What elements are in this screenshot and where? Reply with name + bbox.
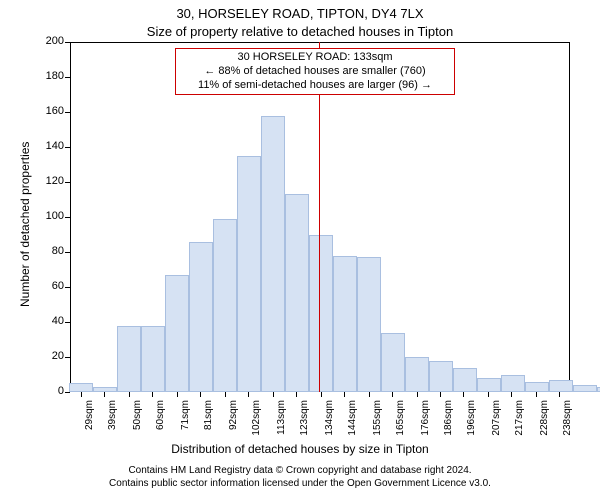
y-tick-mark [65, 287, 70, 288]
histogram-bar [141, 326, 165, 393]
x-tick-mark [104, 392, 105, 397]
x-tick-label: 217sqm [514, 400, 525, 445]
histogram-bar [189, 242, 213, 393]
histogram-bar [501, 375, 525, 393]
x-tick-mark [296, 392, 297, 397]
x-tick-mark [511, 392, 512, 397]
x-tick-label: 207sqm [491, 400, 502, 445]
histogram-bar [429, 361, 453, 393]
x-tick-mark [417, 392, 418, 397]
x-tick-mark [536, 392, 537, 397]
y-axis-label: Number of detached properties [18, 142, 32, 307]
x-tick-label: 144sqm [347, 400, 358, 445]
histogram-bar [237, 156, 261, 392]
x-tick-mark [248, 392, 249, 397]
annotation-line1: 30 HORSELEY ROAD: 133sqm [180, 51, 450, 65]
annotation-line3: 11% of semi-detached houses are larger (… [180, 79, 450, 93]
histogram-bar [93, 387, 117, 392]
histogram-bar [381, 333, 405, 393]
x-tick-mark [369, 392, 370, 397]
histogram-bar [549, 380, 573, 392]
x-tick-mark [273, 392, 274, 397]
histogram-bar [309, 235, 333, 393]
y-tick-label: 120 [34, 175, 64, 187]
histogram-bar [213, 219, 237, 392]
footer-attribution: Contains HM Land Registry data © Crown c… [0, 464, 600, 490]
histogram-bar [261, 116, 285, 393]
annotation-line2: ← 88% of detached houses are smaller (76… [180, 65, 450, 79]
x-tick-label: 186sqm [443, 400, 454, 445]
histogram-bar [69, 383, 93, 392]
y-tick-mark [65, 112, 70, 113]
histogram-bar [405, 357, 429, 392]
y-tick-label: 160 [34, 105, 64, 117]
y-tick-label: 200 [34, 35, 64, 47]
y-tick-mark [65, 392, 70, 393]
y-tick-label: 20 [34, 350, 64, 362]
y-tick-label: 100 [34, 210, 64, 222]
histogram-bar [453, 368, 477, 393]
x-tick-label: 102sqm [251, 400, 262, 445]
x-tick-label: 92sqm [228, 400, 239, 445]
y-tick-mark [65, 77, 70, 78]
y-tick-mark [65, 322, 70, 323]
histogram-bar [525, 382, 549, 393]
y-tick-mark [65, 42, 70, 43]
y-tick-label: 180 [34, 70, 64, 82]
x-tick-label: 196sqm [466, 400, 477, 445]
histogram-bar [573, 385, 597, 392]
x-tick-mark [152, 392, 153, 397]
x-tick-mark [129, 392, 130, 397]
histogram-bar [333, 256, 357, 393]
y-tick-label: 0 [34, 385, 64, 397]
x-tick-label: 113sqm [276, 400, 287, 445]
x-tick-label: 60sqm [155, 400, 166, 445]
y-tick-label: 60 [34, 280, 64, 292]
histogram-bar [285, 194, 309, 392]
histogram-bar [165, 275, 189, 392]
x-tick-label: 228sqm [539, 400, 550, 445]
y-tick-mark [65, 147, 70, 148]
x-tick-label: 71sqm [180, 400, 191, 445]
chart-title: 30, HORSELEY ROAD, TIPTON, DY4 7LX [0, 6, 600, 21]
x-tick-label: 50sqm [132, 400, 143, 445]
x-tick-mark [81, 392, 82, 397]
x-tick-mark [225, 392, 226, 397]
plot-area: 30 HORSELEY ROAD: 133sqm ← 88% of detach… [70, 42, 570, 392]
x-tick-label: 81sqm [203, 400, 214, 445]
annotation-box: 30 HORSELEY ROAD: 133sqm ← 88% of detach… [175, 48, 455, 95]
x-tick-mark [440, 392, 441, 397]
y-tick-label: 40 [34, 315, 64, 327]
x-tick-mark [392, 392, 393, 397]
x-tick-label: 29sqm [84, 400, 95, 445]
x-tick-mark [200, 392, 201, 397]
x-tick-mark [463, 392, 464, 397]
x-tick-label: 165sqm [395, 400, 406, 445]
chart-container: { "title": "30, HORSELEY ROAD, TIPTON, D… [0, 0, 600, 500]
chart-subtitle: Size of property relative to detached ho… [0, 24, 600, 39]
y-tick-label: 140 [34, 140, 64, 152]
x-tick-mark [177, 392, 178, 397]
footer-line1: Contains HM Land Registry data © Crown c… [0, 464, 600, 477]
y-tick-mark [65, 217, 70, 218]
footer-line2: Contains public sector information licen… [0, 477, 600, 490]
y-tick-mark [65, 182, 70, 183]
histogram-bar [477, 378, 501, 392]
x-axis-label: Distribution of detached houses by size … [0, 442, 600, 456]
x-tick-mark [488, 392, 489, 397]
x-tick-label: 123sqm [299, 400, 310, 445]
x-tick-label: 155sqm [372, 400, 383, 445]
x-tick-label: 39sqm [107, 400, 118, 445]
y-tick-label: 80 [34, 245, 64, 257]
y-tick-mark [65, 357, 70, 358]
y-tick-mark [65, 252, 70, 253]
x-tick-label: 238sqm [562, 400, 573, 445]
x-tick-label: 134sqm [324, 400, 335, 445]
histogram-bar [117, 326, 141, 393]
x-tick-mark [321, 392, 322, 397]
histogram-bar [357, 257, 381, 392]
x-tick-mark [344, 392, 345, 397]
x-tick-label: 176sqm [420, 400, 431, 445]
x-tick-mark [559, 392, 560, 397]
